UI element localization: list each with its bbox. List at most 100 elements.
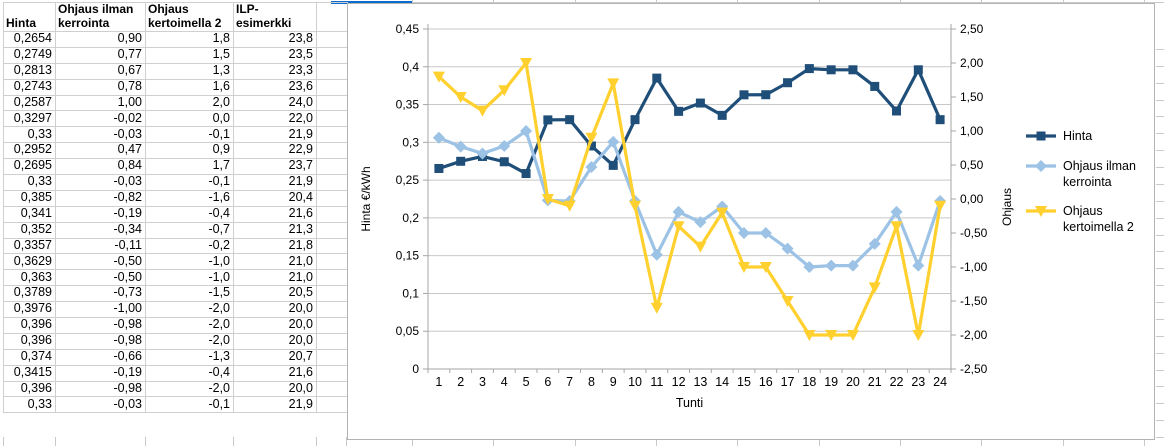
table-cell[interactable]: 21,0: [233, 253, 317, 271]
table-cell[interactable]: 0,3357: [3, 237, 56, 255]
empty-cell[interactable]: [316, 301, 348, 319]
table-cell[interactable]: -1,0: [145, 269, 234, 287]
table-cell[interactable]: 1,7: [145, 158, 234, 176]
table-cell[interactable]: 1,3: [145, 62, 234, 80]
table-cell[interactable]: 20,0: [233, 380, 317, 398]
table-cell[interactable]: -0,19: [55, 364, 146, 382]
table-cell[interactable]: 0,2749: [3, 46, 56, 64]
table-cell[interactable]: 23,3: [233, 62, 317, 80]
empty-cell[interactable]: [316, 380, 348, 398]
table-cell[interactable]: -0,50: [55, 269, 146, 287]
table-cell[interactable]: -0,66: [55, 348, 146, 366]
empty-cell[interactable]: [316, 285, 348, 303]
table-cell[interactable]: 2,0: [145, 94, 234, 112]
table-cell[interactable]: 1,6: [145, 78, 234, 96]
empty-cell[interactable]: [316, 205, 348, 223]
table-cell[interactable]: -0,98: [55, 332, 146, 350]
table-cell[interactable]: 0,352: [3, 221, 56, 239]
table-cell[interactable]: 0,2654: [3, 31, 56, 48]
table-cell[interactable]: 0,33: [3, 126, 56, 144]
table-cell[interactable]: -0,1: [145, 396, 234, 414]
table-cell[interactable]: 0,3976: [3, 301, 56, 319]
table-cell[interactable]: 21,6: [233, 364, 317, 382]
table-cell[interactable]: -2,0: [145, 317, 234, 334]
empty-cell[interactable]: [316, 348, 348, 366]
table-cell[interactable]: 0,90: [55, 31, 146, 48]
table-cell[interactable]: 21,0: [233, 269, 317, 287]
table-cell[interactable]: -0,34: [55, 221, 146, 239]
table-cell[interactable]: 0,0: [145, 110, 234, 128]
table-cell[interactable]: 0,2952: [3, 142, 56, 160]
empty-cell[interactable]: [316, 94, 348, 112]
empty-cell[interactable]: [316, 221, 348, 239]
table-cell[interactable]: 23,8: [233, 31, 317, 48]
table-cell[interactable]: -1,6: [145, 189, 234, 207]
table-cell[interactable]: -0,02: [55, 110, 146, 128]
empty-cell[interactable]: [316, 2, 348, 32]
table-cell[interactable]: -0,50: [55, 253, 146, 271]
column-header[interactable]: Hinta: [3, 2, 56, 32]
table-cell[interactable]: 23,7: [233, 158, 317, 176]
table-cell[interactable]: 0,341: [3, 205, 56, 223]
table-cell[interactable]: 0,67: [55, 62, 146, 80]
table-cell[interactable]: 0,3789: [3, 285, 56, 303]
table-cell[interactable]: -0,03: [55, 126, 146, 144]
table-cell[interactable]: -0,4: [145, 364, 234, 382]
empty-cell[interactable]: [316, 62, 348, 80]
table-cell[interactable]: 21,9: [233, 126, 317, 144]
column-header[interactable]: Ohjaus kertoimella 2: [145, 2, 234, 32]
table-cell[interactable]: 0,3629: [3, 253, 56, 271]
empty-cell[interactable]: [316, 142, 348, 160]
column-header[interactable]: Ohjaus ilman kerrointa: [55, 2, 146, 32]
empty-cell[interactable]: [316, 110, 348, 128]
table-cell[interactable]: -2,0: [145, 380, 234, 398]
table-cell[interactable]: 21,3: [233, 221, 317, 239]
table-cell[interactable]: 0,385: [3, 189, 56, 207]
table-cell[interactable]: 20,0: [233, 317, 317, 334]
table-cell[interactable]: -0,19: [55, 205, 146, 223]
table-cell[interactable]: 20,0: [233, 301, 317, 319]
column-header[interactable]: ILP-esimerkki: [233, 2, 317, 32]
table-cell[interactable]: 0,363: [3, 269, 56, 287]
table-cell[interactable]: 0,396: [3, 317, 56, 334]
empty-cell[interactable]: [316, 253, 348, 271]
table-cell[interactable]: 0,2743: [3, 78, 56, 96]
table-cell[interactable]: 0,33: [3, 396, 56, 414]
table-cell[interactable]: 0,9: [145, 142, 234, 160]
table-cell[interactable]: 0,2695: [3, 158, 56, 176]
table-cell[interactable]: -0,03: [55, 396, 146, 414]
empty-cell[interactable]: [316, 269, 348, 287]
table-cell[interactable]: 0,2813: [3, 62, 56, 80]
table-cell[interactable]: 1,8: [145, 31, 234, 48]
table-cell[interactable]: 20,0: [233, 332, 317, 350]
empty-cell[interactable]: [316, 189, 348, 207]
table-cell[interactable]: -1,0: [145, 253, 234, 271]
table-cell[interactable]: -0,98: [55, 317, 146, 334]
empty-cell[interactable]: [316, 396, 348, 414]
table-cell[interactable]: 22,9: [233, 142, 317, 160]
table-cell[interactable]: 0,3415: [3, 364, 56, 382]
table-cell[interactable]: 0,2587: [3, 94, 56, 112]
table-cell[interactable]: -0,4: [145, 205, 234, 223]
table-cell[interactable]: 23,5: [233, 46, 317, 64]
empty-cell[interactable]: [316, 332, 348, 350]
table-cell[interactable]: -0,11: [55, 237, 146, 255]
table-cell[interactable]: 0,374: [3, 348, 56, 366]
table-cell[interactable]: -0,03: [55, 174, 146, 191]
empty-cell[interactable]: [316, 46, 348, 64]
table-cell[interactable]: 23,6: [233, 78, 317, 96]
table-cell[interactable]: -1,3: [145, 348, 234, 366]
table-cell[interactable]: -0,98: [55, 380, 146, 398]
empty-cell[interactable]: [316, 364, 348, 382]
table-cell[interactable]: 0,78: [55, 78, 146, 96]
table-cell[interactable]: 1,00: [55, 94, 146, 112]
table-cell[interactable]: 20,5: [233, 285, 317, 303]
empty-cell[interactable]: [316, 158, 348, 176]
table-cell[interactable]: 21,8: [233, 237, 317, 255]
table-cell[interactable]: -0,73: [55, 285, 146, 303]
table-cell[interactable]: 0,84: [55, 158, 146, 176]
table-cell[interactable]: -0,7: [145, 221, 234, 239]
table-cell[interactable]: 0,3297: [3, 110, 56, 128]
empty-cell[interactable]: [316, 78, 348, 96]
table-cell[interactable]: 0,396: [3, 380, 56, 398]
